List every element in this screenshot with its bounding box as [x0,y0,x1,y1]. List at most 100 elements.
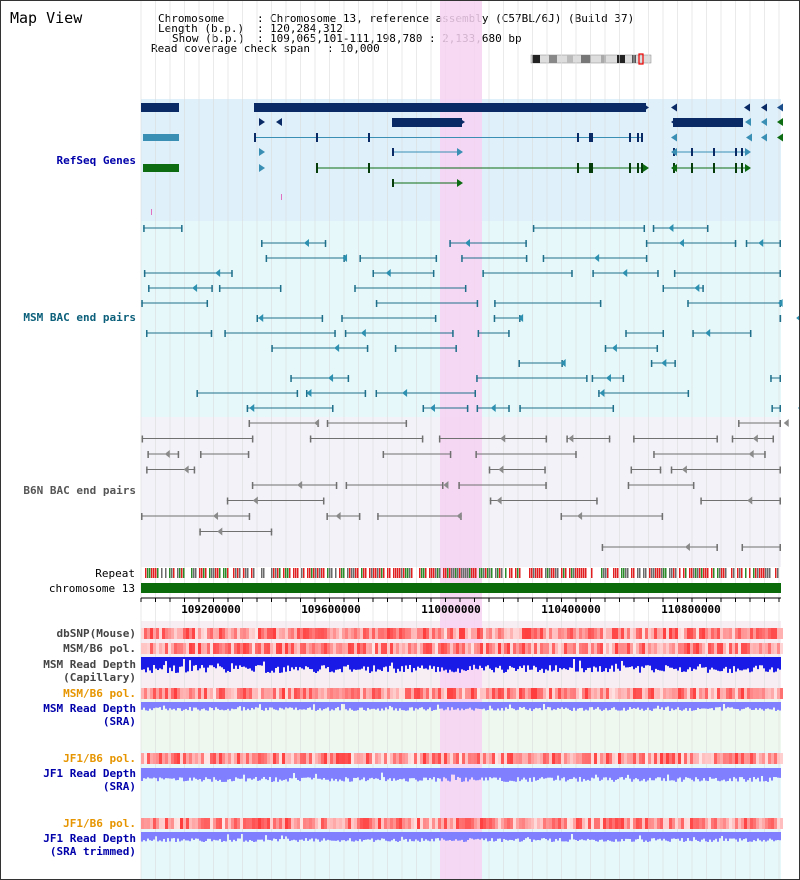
gene-arrow-right [259,164,265,172]
msm-b6-pol-cell [525,643,528,654]
jf1-trimmed-depth-bar [747,832,749,842]
gene-block [392,118,462,127]
jf1-b6-pol-cell [171,753,174,764]
jf1-sra-depth-bar [655,768,657,779]
jf1-sra-depth-bar [387,768,389,780]
msm-b6-pol-2-cell [438,688,441,699]
msm-sra-depth-bar [593,702,595,710]
msm-b6-pol-2-cell [591,688,594,699]
dbsnp-cell [681,628,684,639]
gene-exon [589,163,591,173]
msm-capillary-depth-bar [753,657,755,668]
dbsnp-cell [570,628,573,639]
b6n-bac-pair-marker [252,496,258,505]
msm-b6-pol-2-cell [333,688,336,699]
dbsnp-cell [387,628,390,639]
repeat-mark [313,568,315,578]
msm-b6-pol-cell [729,643,732,654]
msm-sra-depth-bar [391,702,393,708]
msm-b6-pol-cell [258,643,261,654]
jf1-trimmed-depth-bar [189,832,191,842]
jf1-sra-depth-bar [175,768,177,781]
msm-sra-depth-bar [151,702,153,711]
repeat-mark [447,568,449,578]
msm-b6-pol-2-cell [336,688,339,699]
msm-b6-pol-cell [558,643,561,654]
msm-bac-pair-end [455,345,457,352]
jf1-b6-pol-cell [318,753,321,764]
jf1-sra-depth-bar [185,768,187,781]
msm-capillary-depth-bar [741,657,743,671]
msm-sra-depth-bar [171,702,173,710]
jf1-trimmed-depth-bar [301,832,303,840]
jf1-sra-depth-bar [525,768,527,780]
jf1-trimmed-depth-bar [769,832,771,839]
jf1-trimmed-depth-bar [695,832,697,840]
repeat-mark [737,568,739,578]
jf1-sra-depth-bar [237,768,239,779]
jf1-sra-depth-bar [397,768,399,780]
msm-capillary-depth-bar [747,657,749,669]
msm-b6-pol-2-cell [495,688,498,699]
msm-bac-pair-marker [306,389,312,397]
repeat-mark [601,568,603,578]
jf1-b6-pol-cell [480,753,483,764]
msm-sra-depth-bar [627,702,629,710]
jf1-trimmed-depth-bar [481,832,483,839]
jf1-b6-pol-2-cell [204,818,207,829]
msm-b6-pol-2-cell [219,688,222,699]
msm-capillary-depth-bar [451,657,453,672]
msm-bac-pair-end [771,405,773,412]
b6n-bac-pair-end [382,451,385,458]
chromosome-ideogram[interactable] [529,53,654,65]
jf1-trimmed-depth-bar [231,832,233,842]
repeat-mark [319,568,321,578]
msm-b6-pol-cell [312,643,315,654]
jf1-b6-pol-cell [408,753,411,764]
jf1-sra-depth-bar [219,768,221,780]
jf1-b6-pol-cell [546,753,549,764]
jf1-b6-pol-cell [384,753,387,764]
jf1-trimmed-depth-bar [535,832,537,841]
msm-capillary-depth-bar [477,657,479,670]
dbsnp-cell [243,628,246,639]
msm-b6-pol-2-cell [600,688,603,699]
msm-b6-pol-cell [336,643,339,654]
b6n-bac-pair-end [200,451,202,458]
msm-b6-pol-2-cell [723,688,726,699]
msm-sra-depth-bar [589,702,591,708]
repeat-mark [553,568,555,578]
jf1-sra-depth-bar [515,768,517,782]
msm-sra-depth-bar [361,702,363,708]
msm-sra-depth-bar [399,702,401,709]
repeat-mark [203,568,205,578]
jf1-trimmed-depth-bar [403,832,405,840]
msm-capillary-depth-bar [631,657,633,667]
label-msm-b6-pol-2: MSM/B6 pol. [63,687,136,700]
jf1-b6-pol-2-cell [711,818,714,829]
msm-capillary-depth-bar [245,657,247,668]
jf1-b6-pol-2-cell [171,818,174,829]
jf1-b6-pol-2-cell [612,818,615,829]
jf1-b6-pol-2-cell [273,818,276,829]
repeat-mark [661,568,663,578]
b6n-bac-pair-end [405,420,408,427]
msm-bac-pair-end [218,285,221,292]
jf1-trimmed-depth-bar [763,832,765,840]
jf1-trimmed-depth-bar [727,832,729,842]
dbsnp-cell [192,628,195,639]
msm-b6-pol-2-cell [288,688,291,699]
msm-b6-pol-cell [306,643,309,654]
msm-capillary-depth-bar [211,657,213,666]
dbsnp-cell [252,628,255,639]
jf1-b6-pol-2-cell [348,818,351,829]
msm-b6-pol-2-cell [210,688,213,699]
msm-b6-pol-cell [459,643,462,654]
msm-capillary-depth-bar [327,657,329,667]
jf1-b6-pol-2-cell [576,818,579,829]
jf1-sra-depth-bar [181,768,183,778]
jf1-trimmed-depth-bar [143,832,145,841]
msm-capillary-depth-bar [145,657,147,673]
msm-sra-depth-bar [725,702,727,709]
